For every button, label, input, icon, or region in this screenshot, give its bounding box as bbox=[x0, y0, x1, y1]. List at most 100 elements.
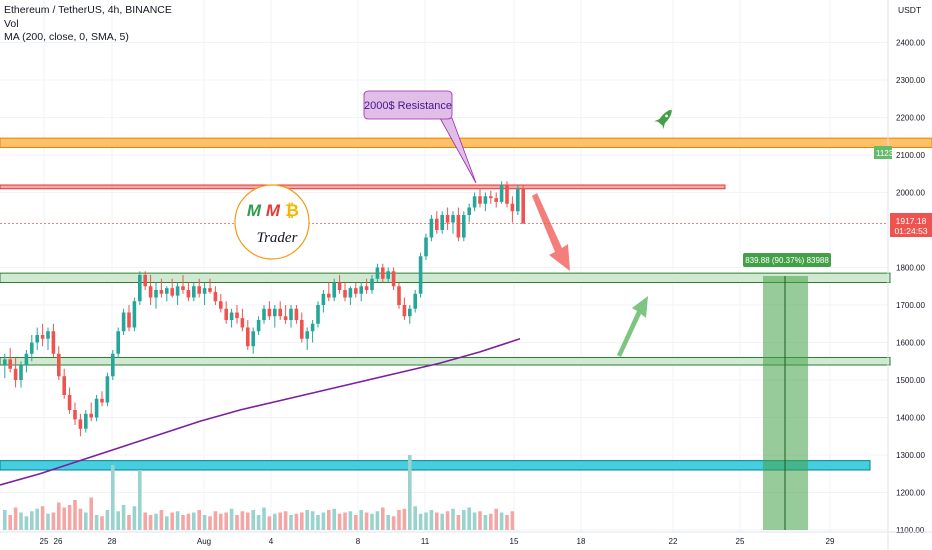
time-axis[interactable]: 25 28 Aug 4 8 11 15 18 22 25 29 26 bbox=[0, 531, 932, 546]
candle bbox=[40, 335, 45, 339]
volume-bar bbox=[424, 512, 428, 530]
zone-red bbox=[0, 184, 726, 190]
time-tick: 18 bbox=[577, 537, 586, 546]
candle bbox=[235, 312, 239, 319]
volume-bar bbox=[408, 455, 412, 530]
candle bbox=[57, 353, 61, 377]
candle bbox=[467, 207, 471, 215]
logo-subtitle: Trader bbox=[257, 230, 298, 246]
candle bbox=[332, 282, 336, 298]
candle bbox=[424, 237, 428, 257]
volume-bar bbox=[267, 516, 272, 530]
volume-bar bbox=[229, 508, 234, 530]
volume-bar bbox=[273, 513, 277, 530]
volume-bar bbox=[305, 510, 309, 530]
candle bbox=[170, 288, 174, 296]
candle bbox=[359, 286, 363, 294]
candle bbox=[310, 323, 315, 332]
logo-letter-btc: ₿ bbox=[285, 201, 299, 221]
volume-bar bbox=[472, 512, 477, 530]
price-tick: 1200.00 bbox=[896, 489, 925, 498]
volume-bar bbox=[300, 512, 304, 530]
candle bbox=[348, 288, 353, 298]
up-arrow[interactable] bbox=[617, 296, 648, 357]
candle bbox=[316, 305, 320, 324]
volume-bar bbox=[148, 515, 153, 530]
horizontal-zones bbox=[0, 137, 932, 471]
zone-orange bbox=[0, 137, 932, 148]
candle bbox=[435, 218, 439, 230]
resistance-callout[interactable] bbox=[363, 90, 453, 120]
volume-bar bbox=[35, 508, 39, 530]
resistance-label: 2000$ Resistance bbox=[364, 100, 452, 112]
candle bbox=[192, 286, 196, 298]
volume-bar bbox=[489, 513, 493, 530]
price-tick: 1100.00 bbox=[896, 526, 925, 535]
volume-bar bbox=[154, 513, 158, 530]
volume-bar bbox=[19, 512, 23, 530]
volume-bar bbox=[219, 513, 223, 530]
logo-letter-m1: M bbox=[247, 201, 262, 220]
volume-bar bbox=[386, 515, 390, 530]
volume-bar bbox=[359, 510, 363, 530]
candle bbox=[24, 353, 29, 365]
candle bbox=[256, 320, 261, 332]
time-tick: 29 bbox=[826, 537, 835, 546]
resistance-callout-pointer bbox=[439, 117, 477, 184]
volume-bar bbox=[262, 507, 266, 530]
candle bbox=[516, 188, 520, 212]
candle bbox=[381, 267, 385, 279]
candle bbox=[300, 320, 304, 339]
candle bbox=[197, 286, 201, 294]
candle bbox=[262, 308, 266, 320]
candle bbox=[408, 308, 412, 317]
volume-bar bbox=[505, 515, 509, 530]
logo-letter-m2: M bbox=[266, 201, 281, 220]
time-tick: 28 bbox=[108, 537, 117, 546]
price-tick: 1500.00 bbox=[896, 376, 925, 385]
down-arrow[interactable] bbox=[532, 193, 570, 271]
volume-bar bbox=[370, 513, 374, 530]
volume-bar bbox=[289, 515, 293, 530]
candle bbox=[224, 308, 228, 320]
volume-bar bbox=[235, 515, 239, 530]
candle bbox=[267, 308, 272, 317]
candle bbox=[35, 335, 39, 343]
candle bbox=[105, 376, 110, 403]
candle bbox=[84, 413, 88, 429]
volume-bar bbox=[429, 510, 434, 530]
candle bbox=[148, 286, 153, 298]
volume-bar bbox=[73, 500, 77, 530]
price-tick: 2400.00 bbox=[896, 39, 925, 48]
price-tick: 1800.00 bbox=[896, 264, 925, 273]
volume-bar bbox=[127, 515, 131, 530]
candle bbox=[30, 342, 34, 354]
volume-bar bbox=[159, 510, 164, 530]
volume-bar bbox=[246, 512, 250, 530]
volume-bar bbox=[499, 512, 504, 530]
candle bbox=[121, 312, 126, 332]
candle bbox=[386, 271, 390, 279]
candle bbox=[397, 286, 401, 305]
candle bbox=[67, 395, 72, 410]
volume-bar bbox=[445, 511, 450, 530]
candle bbox=[165, 288, 169, 294]
volume-bar bbox=[467, 507, 471, 530]
volume-bar bbox=[240, 511, 245, 530]
candle bbox=[240, 318, 245, 328]
candle bbox=[111, 353, 115, 377]
volume-bar bbox=[170, 512, 174, 530]
volume-legend: Vol bbox=[4, 17, 19, 30]
volume-bar bbox=[46, 513, 50, 530]
volume-bar bbox=[105, 510, 110, 530]
price-tick: 2100.00 bbox=[896, 151, 925, 160]
candle bbox=[478, 196, 482, 204]
candle bbox=[418, 256, 423, 294]
axis-unit: USDT bbox=[898, 5, 921, 15]
price-axis[interactable]: 2400.00 2300.00 2200.00 2100.00 2000.00 1800.… bbox=[887, 0, 925, 550]
ma200-path bbox=[0, 337, 521, 486]
time-tick: 25 bbox=[736, 537, 745, 546]
candle bbox=[89, 413, 93, 418]
volume-bar bbox=[100, 516, 104, 530]
